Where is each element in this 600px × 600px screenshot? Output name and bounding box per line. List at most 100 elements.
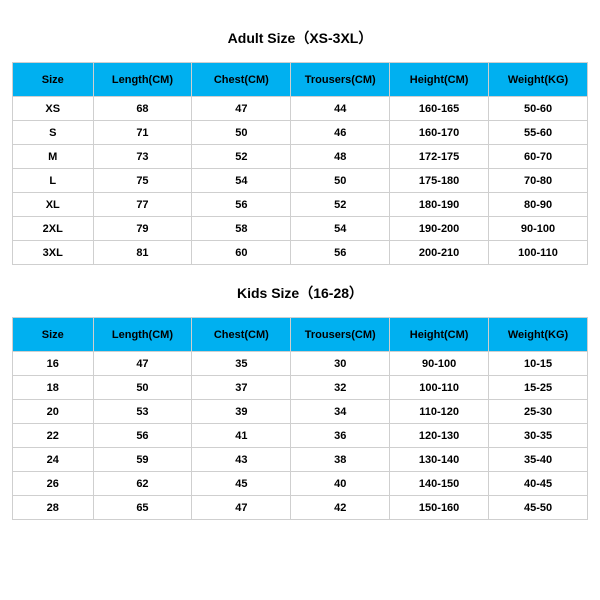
cell: 200-210 bbox=[390, 241, 489, 265]
table-row: S 71 50 46 160-170 55-60 bbox=[13, 121, 588, 145]
cell: 52 bbox=[291, 193, 390, 217]
kids-body: 16 47 35 30 90-100 10-15 18 50 37 32 100… bbox=[13, 352, 588, 520]
cell: 41 bbox=[192, 424, 291, 448]
cell: 35-40 bbox=[489, 448, 588, 472]
adult-title: Adult Size（XS-3XL） bbox=[12, 10, 588, 62]
table-row: 18 50 37 32 100-110 15-25 bbox=[13, 376, 588, 400]
col-header: Weight(KG) bbox=[489, 318, 588, 352]
cell: XL bbox=[13, 193, 94, 217]
adult-body: XS 68 47 44 160-165 50-60 S 71 50 46 160… bbox=[13, 97, 588, 265]
cell: 54 bbox=[291, 217, 390, 241]
col-header: Size bbox=[13, 63, 94, 97]
cell: 3XL bbox=[13, 241, 94, 265]
col-header: Height(CM) bbox=[390, 318, 489, 352]
kids-header-row: Size Length(CM) Chest(CM) Trousers(CM) H… bbox=[13, 318, 588, 352]
table-row: 24 59 43 38 130-140 35-40 bbox=[13, 448, 588, 472]
adult-header-row: Size Length(CM) Chest(CM) Trousers(CM) H… bbox=[13, 63, 588, 97]
table-row: 20 53 39 34 110-120 25-30 bbox=[13, 400, 588, 424]
table-row: 3XL 81 60 56 200-210 100-110 bbox=[13, 241, 588, 265]
table-row: 16 47 35 30 90-100 10-15 bbox=[13, 352, 588, 376]
cell: M bbox=[13, 145, 94, 169]
cell: 20 bbox=[13, 400, 94, 424]
cell: 140-150 bbox=[390, 472, 489, 496]
col-header: Trousers(CM) bbox=[291, 318, 390, 352]
cell: 75 bbox=[93, 169, 192, 193]
cell: 90-100 bbox=[390, 352, 489, 376]
table-row: XS 68 47 44 160-165 50-60 bbox=[13, 97, 588, 121]
cell: 42 bbox=[291, 496, 390, 520]
cell: 130-140 bbox=[390, 448, 489, 472]
cell: 2XL bbox=[13, 217, 94, 241]
cell: 30-35 bbox=[489, 424, 588, 448]
cell: 62 bbox=[93, 472, 192, 496]
cell: 44 bbox=[291, 97, 390, 121]
cell: 38 bbox=[291, 448, 390, 472]
cell: 37 bbox=[192, 376, 291, 400]
cell: 18 bbox=[13, 376, 94, 400]
cell: 39 bbox=[192, 400, 291, 424]
cell: 80-90 bbox=[489, 193, 588, 217]
cell: 110-120 bbox=[390, 400, 489, 424]
kids-title: Kids Size（16-28） bbox=[12, 265, 588, 317]
cell: 90-100 bbox=[489, 217, 588, 241]
cell: 81 bbox=[93, 241, 192, 265]
cell: 180-190 bbox=[390, 193, 489, 217]
cell: 58 bbox=[192, 217, 291, 241]
cell: 56 bbox=[291, 241, 390, 265]
cell: 160-165 bbox=[390, 97, 489, 121]
cell: 120-130 bbox=[390, 424, 489, 448]
cell: 16 bbox=[13, 352, 94, 376]
col-header: Chest(CM) bbox=[192, 63, 291, 97]
table-row: 2XL 79 58 54 190-200 90-100 bbox=[13, 217, 588, 241]
col-header: Trousers(CM) bbox=[291, 63, 390, 97]
table-row: XL 77 56 52 180-190 80-90 bbox=[13, 193, 588, 217]
cell: 45 bbox=[192, 472, 291, 496]
table-row: 28 65 47 42 150-160 45-50 bbox=[13, 496, 588, 520]
cell: 25-30 bbox=[489, 400, 588, 424]
cell: 40 bbox=[291, 472, 390, 496]
cell: 70-80 bbox=[489, 169, 588, 193]
cell: 45-50 bbox=[489, 496, 588, 520]
cell: 56 bbox=[93, 424, 192, 448]
cell: 50-60 bbox=[489, 97, 588, 121]
cell: 100-110 bbox=[489, 241, 588, 265]
cell: 24 bbox=[13, 448, 94, 472]
cell: 55-60 bbox=[489, 121, 588, 145]
cell: 150-160 bbox=[390, 496, 489, 520]
cell: 36 bbox=[291, 424, 390, 448]
cell: 172-175 bbox=[390, 145, 489, 169]
cell: 100-110 bbox=[390, 376, 489, 400]
cell: 53 bbox=[93, 400, 192, 424]
cell: 48 bbox=[291, 145, 390, 169]
cell: 15-25 bbox=[489, 376, 588, 400]
table-row: L 75 54 50 175-180 70-80 bbox=[13, 169, 588, 193]
cell: 35 bbox=[192, 352, 291, 376]
cell: XS bbox=[13, 97, 94, 121]
cell: 79 bbox=[93, 217, 192, 241]
cell: 71 bbox=[93, 121, 192, 145]
cell: 68 bbox=[93, 97, 192, 121]
cell: 52 bbox=[192, 145, 291, 169]
col-header: Length(CM) bbox=[93, 63, 192, 97]
col-header: Length(CM) bbox=[93, 318, 192, 352]
adult-table: Size Length(CM) Chest(CM) Trousers(CM) H… bbox=[12, 62, 588, 265]
kids-table: Size Length(CM) Chest(CM) Trousers(CM) H… bbox=[12, 317, 588, 520]
cell: L bbox=[13, 169, 94, 193]
col-header: Chest(CM) bbox=[192, 318, 291, 352]
cell: 43 bbox=[192, 448, 291, 472]
cell: 60 bbox=[192, 241, 291, 265]
cell: 40-45 bbox=[489, 472, 588, 496]
col-header: Height(CM) bbox=[390, 63, 489, 97]
cell: 59 bbox=[93, 448, 192, 472]
cell: 47 bbox=[192, 496, 291, 520]
cell: 65 bbox=[93, 496, 192, 520]
cell: 73 bbox=[93, 145, 192, 169]
cell: 47 bbox=[93, 352, 192, 376]
col-header: Weight(KG) bbox=[489, 63, 588, 97]
cell: 50 bbox=[192, 121, 291, 145]
cell: 56 bbox=[192, 193, 291, 217]
cell: 160-170 bbox=[390, 121, 489, 145]
cell: S bbox=[13, 121, 94, 145]
cell: 190-200 bbox=[390, 217, 489, 241]
cell: 28 bbox=[13, 496, 94, 520]
